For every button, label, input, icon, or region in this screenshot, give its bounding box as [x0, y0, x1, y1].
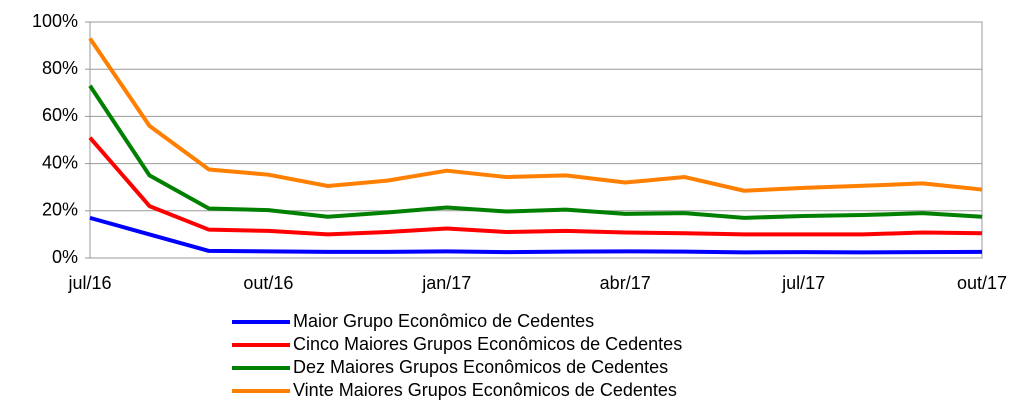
x-tick-label: out/16	[243, 273, 293, 293]
y-tick-label: 20%	[42, 200, 78, 220]
x-tick-label: jul/16	[67, 273, 111, 293]
x-tick-label: jul/17	[781, 273, 825, 293]
x-tick-label: abr/17	[600, 273, 651, 293]
y-tick-label: 100%	[32, 11, 78, 31]
series-line	[88, 84, 983, 220]
legend-label: Dez Maiores Grupos Econômicos de Cedente…	[293, 357, 668, 377]
legend-label: Vinte Maiores Grupos Econômicos de Ceden…	[293, 380, 677, 400]
y-tick-label: 80%	[42, 58, 78, 78]
y-tick-label: 0%	[52, 247, 78, 267]
series-line	[88, 136, 983, 237]
series-line	[89, 215, 983, 255]
legend-label: Maior Grupo Econômico de Cedentes	[293, 311, 594, 331]
x-tick-label: jan/17	[421, 273, 471, 293]
series-line	[88, 37, 983, 193]
legend-label: Cinco Maiores Grupos Econômicos de Ceden…	[293, 334, 682, 354]
plot-frame	[89, 21, 983, 259]
y-tick-label: 40%	[42, 152, 78, 172]
y-tick-label: 60%	[42, 105, 78, 125]
x-tick-label: out/17	[957, 273, 1007, 293]
